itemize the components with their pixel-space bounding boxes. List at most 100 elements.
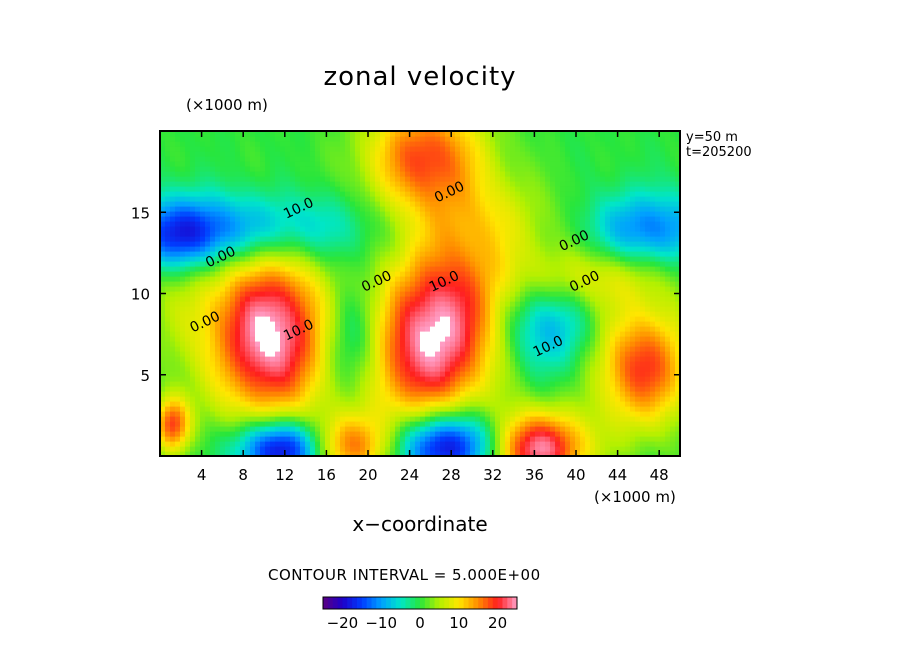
heatmap-cell: [380, 301, 386, 307]
heatmap-cell: [195, 276, 201, 282]
heatmap-cell: [175, 281, 181, 287]
heatmap-cell: [365, 156, 371, 162]
heatmap-cell: [230, 411, 236, 417]
heatmap-cell: [405, 391, 411, 397]
heatmap-cell: [360, 446, 366, 452]
heatmap-cell: [250, 261, 256, 267]
heatmap-cell: [500, 341, 506, 347]
heatmap-cell: [355, 386, 361, 392]
heatmap-cell: [175, 261, 181, 267]
heatmap-cell: [505, 256, 511, 262]
heatmap-cell: [190, 286, 196, 292]
heatmap-cell: [360, 381, 366, 387]
heatmap-cell: [255, 221, 261, 227]
heatmap-cell: [220, 321, 226, 327]
heatmap-cell: [210, 386, 216, 392]
heatmap-cell: [430, 336, 436, 342]
heatmap-cell: [500, 431, 506, 437]
heatmap-cell: [510, 416, 516, 422]
heatmap-cell: [455, 296, 461, 302]
heatmap-cell: [340, 386, 346, 392]
heatmap-cell: [410, 331, 416, 337]
heatmap-cell: [265, 186, 271, 192]
heatmap-cell: [175, 336, 181, 342]
heatmap-cell: [190, 436, 196, 442]
heatmap-cell: [335, 356, 341, 362]
heatmap-cell: [390, 326, 396, 332]
heatmap-cell: [485, 356, 491, 362]
heatmap-cell: [295, 436, 301, 442]
heatmap-cell: [515, 436, 521, 442]
heatmap-cell: [400, 226, 406, 232]
heatmap-cell: [325, 146, 331, 152]
heatmap-cell: [445, 401, 451, 407]
heatmap-cell: [265, 246, 271, 252]
heatmap-cell: [525, 336, 531, 342]
heatmap-cell: [300, 211, 306, 217]
heatmap-cell: [535, 361, 541, 367]
heatmap-cell: [470, 431, 476, 437]
heatmap-cell: [160, 401, 166, 407]
heatmap-cell: [410, 271, 416, 277]
heatmap-cell: [390, 346, 396, 352]
heatmap-cell: [315, 346, 321, 352]
heatmap-cell: [465, 311, 471, 317]
heatmap-cell: [255, 386, 261, 392]
heatmap-cell: [340, 256, 346, 262]
heatmap-cell: [225, 326, 231, 332]
heatmap-cell: [390, 171, 396, 177]
heatmap-cell: [495, 326, 501, 332]
heatmap-cell: [285, 321, 291, 327]
heatmap-cell: [295, 291, 301, 297]
heatmap-cell: [180, 396, 186, 402]
heatmap-cell: [390, 281, 396, 287]
heatmap-cell: [435, 306, 441, 312]
heatmap-cell: [540, 271, 546, 277]
heatmap-cell: [445, 131, 451, 137]
heatmap-cell: [230, 371, 236, 377]
heatmap-cell: [385, 176, 391, 182]
heatmap-cell: [355, 246, 361, 252]
heatmap-cell: [475, 436, 481, 442]
heatmap-cell: [340, 276, 346, 282]
heatmap-cell: [325, 261, 331, 267]
heatmap-cell: [400, 326, 406, 332]
heatmap-cell: [445, 136, 451, 142]
heatmap-cell: [175, 221, 181, 227]
heatmap-cell: [295, 391, 301, 397]
heatmap-cell: [500, 196, 506, 202]
heatmap-cell: [260, 381, 266, 387]
heatmap-cell: [185, 196, 191, 202]
heatmap-cell: [330, 406, 336, 412]
heatmap-cell: [380, 356, 386, 362]
heatmap-cell: [450, 361, 456, 367]
heatmap-cell: [305, 321, 311, 327]
heatmap-cell: [190, 306, 196, 312]
heatmap-cell: [210, 371, 216, 377]
heatmap-cell: [540, 341, 546, 347]
heatmap-cell: [200, 226, 206, 232]
heatmap-cell: [315, 181, 321, 187]
heatmap-cell: [230, 131, 236, 137]
heatmap-cell: [320, 351, 326, 357]
heatmap-cell: [250, 351, 256, 357]
heatmap-cell: [475, 271, 481, 277]
heatmap-cell: [525, 156, 531, 162]
heatmap-cell: [230, 211, 236, 217]
heatmap-cell: [430, 231, 436, 237]
heatmap-cell: [375, 231, 381, 237]
heatmap-cell: [195, 326, 201, 332]
heatmap-cell: [400, 166, 406, 172]
heatmap-cell: [325, 181, 331, 187]
heatmap-cell: [240, 141, 246, 147]
heatmap-cell: [410, 231, 416, 237]
heatmap-cell: [185, 331, 191, 337]
heatmap-cell: [315, 311, 321, 317]
heatmap-cell: [360, 146, 366, 152]
heatmap-cell: [370, 191, 376, 197]
heatmap-cell: [495, 176, 501, 182]
heatmap-cell: [530, 266, 536, 272]
heatmap-cell: [320, 451, 326, 457]
heatmap-cell: [190, 421, 196, 427]
heatmap-cell: [355, 336, 361, 342]
